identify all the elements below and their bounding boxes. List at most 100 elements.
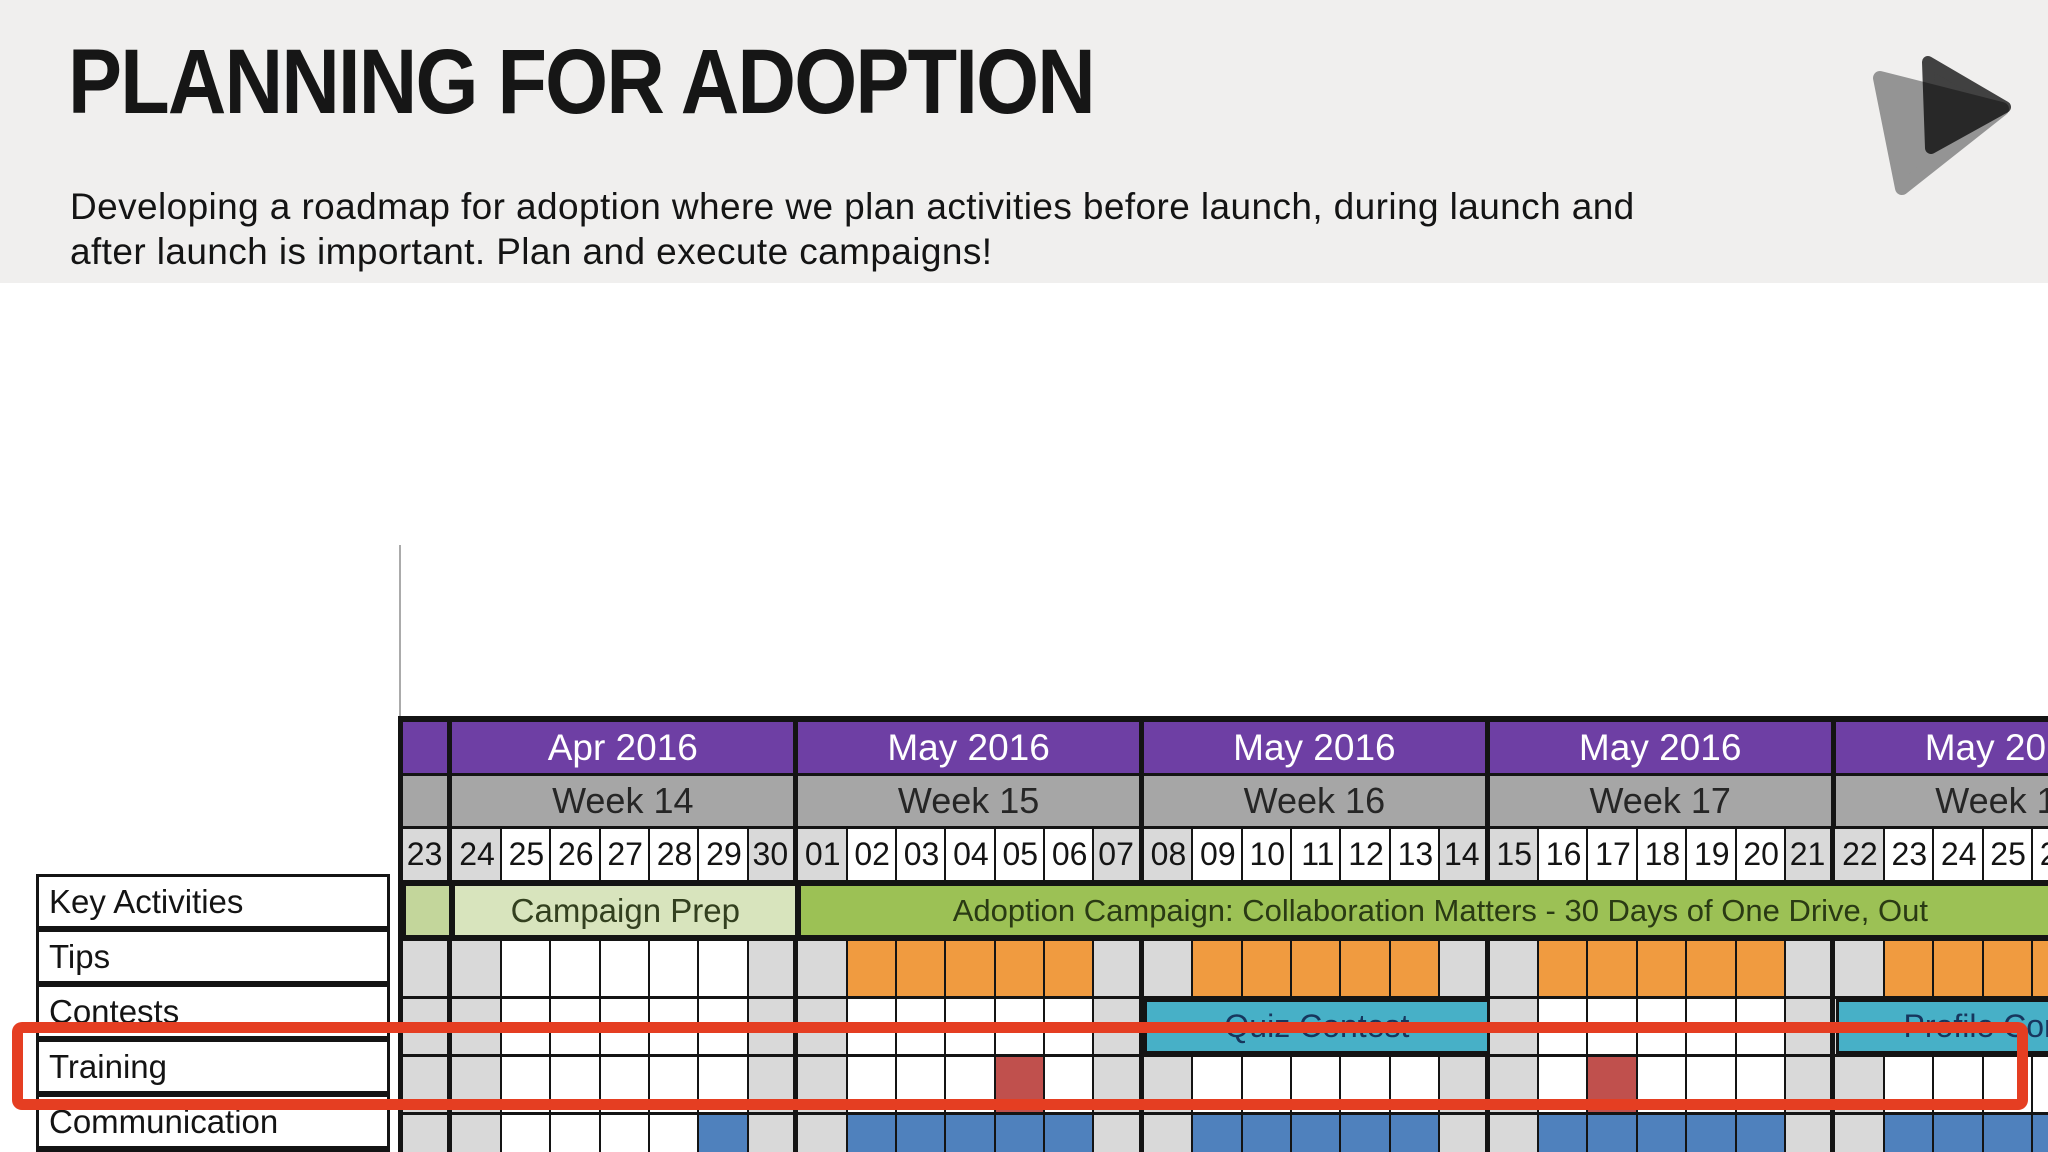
gantt-cell	[649, 1115, 700, 1152]
month-cell: Apr 2016	[452, 722, 799, 773]
gantt-cell	[699, 941, 749, 996]
gantt-cell	[452, 941, 502, 996]
day-cell: 25	[501, 829, 552, 880]
gantt-bar: Adoption Campaign: Collaboration Matters…	[798, 883, 2048, 938]
day-cell: 03	[896, 829, 947, 880]
day-cell: 26	[2032, 829, 2048, 880]
gantt-cell	[1094, 1115, 1144, 1152]
gantt-cell	[1292, 941, 1342, 996]
gantt-cell	[403, 941, 453, 996]
day-cell: 28	[649, 829, 700, 880]
bar-label: Campaign Prep	[510, 891, 740, 929]
day-cell: 23	[1884, 829, 1935, 880]
gantt-cell	[1341, 941, 1391, 996]
gantt-cell	[946, 941, 996, 996]
gantt-cell	[1736, 941, 1786, 996]
gantt-cell	[847, 1115, 897, 1152]
day-cell: 01	[798, 829, 848, 880]
day-cell: 30	[748, 829, 799, 880]
gantt-cell	[1489, 941, 1539, 996]
gantt-bar: Campaign Prep	[452, 883, 799, 938]
gantt-cell	[1884, 941, 1935, 996]
gantt-cell	[1687, 941, 1737, 996]
gantt-cell	[1045, 941, 1095, 996]
day-cell: 09	[1193, 829, 1243, 880]
gantt-row: Campaign Prep Adoption Campaign: Collabor…	[403, 883, 2048, 941]
subtitle-line-1: Developing a roadmap for adoption where …	[70, 186, 1635, 227]
gantt-row	[403, 1115, 2048, 1152]
gantt-cell	[1538, 941, 1589, 996]
gantt-cell	[1934, 941, 1984, 996]
gantt-cell	[995, 941, 1046, 996]
gantt-cell	[501, 941, 552, 996]
week-cell: Week 16	[1143, 776, 1490, 826]
gantt-cell	[1736, 1115, 1786, 1152]
play-triangles-icon	[1873, 56, 2011, 195]
gantt-cell	[1835, 1115, 1885, 1152]
gantt-cell	[1094, 941, 1144, 996]
gantt-cell	[452, 1115, 502, 1152]
day-cell: 13	[1390, 829, 1441, 880]
gantt-cell	[1835, 941, 1885, 996]
week-cell: Week 18	[1835, 776, 2048, 826]
day-cell: 14	[1440, 829, 1490, 880]
day-cell: 05	[995, 829, 1046, 880]
gantt-cell	[995, 1115, 1046, 1152]
day-cell: 25	[1983, 829, 2033, 880]
gantt-cell	[600, 941, 650, 996]
gantt-cell	[1687, 1115, 1737, 1152]
day-cell: 24	[452, 829, 502, 880]
day-cell: 06	[1045, 829, 1095, 880]
day-cell: 08	[1143, 829, 1194, 880]
gantt-cell	[748, 941, 799, 996]
day-cell: 15	[1489, 829, 1539, 880]
gantt-bar	[403, 883, 453, 938]
gantt-cell	[2032, 1115, 2048, 1152]
row-label: Tips	[36, 929, 390, 984]
gantt-cell	[1242, 941, 1293, 996]
gantt-row	[403, 941, 2048, 999]
gantt-cell	[946, 1115, 996, 1152]
day-cell: 02	[847, 829, 897, 880]
day-cell: 18	[1637, 829, 1688, 880]
gantt-cell	[600, 1115, 650, 1152]
gantt-cell	[798, 941, 848, 996]
gantt-cell	[1637, 941, 1688, 996]
gantt-cell	[551, 941, 601, 996]
gantt-cell	[1884, 1115, 1935, 1152]
gantt-cell	[1193, 1115, 1243, 1152]
guide-line	[399, 545, 401, 720]
gantt-cell	[1440, 941, 1490, 996]
gantt-cell	[1143, 941, 1194, 996]
month-cell: May 2016	[1489, 722, 1836, 773]
month-cell: May 2016	[798, 722, 1144, 773]
gantt-cell	[1588, 941, 1638, 996]
gantt-cell	[1785, 1115, 1836, 1152]
gantt-cell	[1193, 941, 1243, 996]
gantt-cell	[1588, 1115, 1638, 1152]
bar-label: Adoption Campaign: Collaboration Matters…	[952, 892, 1928, 928]
day-cell: 26	[551, 829, 601, 880]
gantt-cell	[1785, 941, 1836, 996]
gantt-cell	[1489, 1115, 1539, 1152]
day-cell: 16	[1538, 829, 1589, 880]
gantt-cell	[501, 1115, 552, 1152]
row-label	[36, 1149, 390, 1152]
subtitle-line-2: after launch is important. Plan and exec…	[70, 231, 993, 272]
day-cell: 12	[1341, 829, 1391, 880]
gantt-cell	[1292, 1115, 1342, 1152]
day-cell: 17	[1588, 829, 1638, 880]
day-cell: 27	[600, 829, 650, 880]
day-row: 23 24 25 26 27 28 29 30 01 02 03 04 05 06 07 08 09 10 11 12…	[403, 829, 2048, 883]
row-label: Key Activities	[36, 874, 390, 929]
gantt-cell	[896, 1115, 947, 1152]
page-subtitle: Developing a roadmap for adoption where …	[70, 184, 1635, 274]
gantt-cell	[2032, 941, 2048, 996]
day-cell: 10	[1242, 829, 1293, 880]
gantt-cell	[896, 941, 947, 996]
gantt-cell	[649, 941, 700, 996]
